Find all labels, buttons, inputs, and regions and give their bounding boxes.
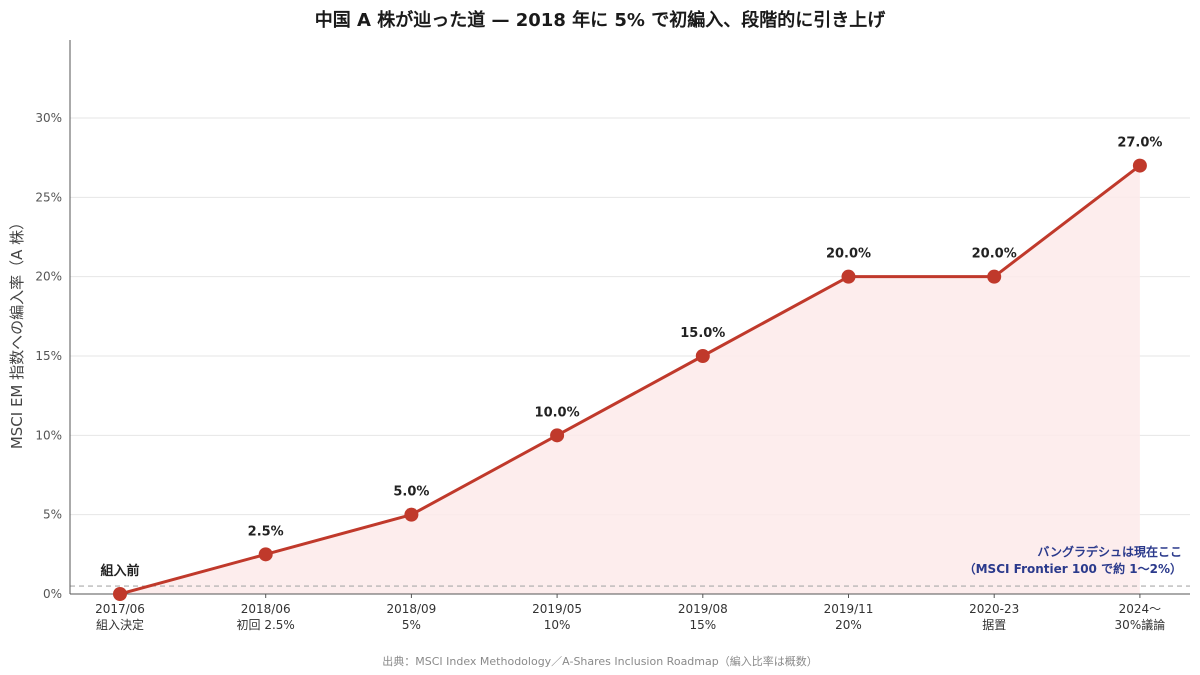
data-label: 10.0% (535, 405, 580, 420)
x-tick-label: 2019/11 (824, 602, 874, 616)
x-tick-sublabel: 5% (402, 618, 421, 632)
data-point (987, 269, 1002, 284)
chart-title: 中国 A 株が辿った道 — 2018 年に 5% で初編入、段階的に引き上げ (314, 10, 886, 31)
data-point (1132, 158, 1147, 173)
data-label: 20.0% (972, 247, 1017, 262)
data-labels: 組入前 2.5% 5.0% 10.0% 15.0% 20.0% 20.0% 27.0% (100, 136, 1162, 579)
data-point (695, 349, 710, 363)
x-tick-sublabel: 初回 2.5% (237, 618, 295, 632)
y-tick-label: 20% (35, 270, 62, 284)
source-note: 出典：MSCI Index Methodology／A-Shares Inclu… (382, 655, 818, 668)
x-tick-label: 2018/09 (386, 602, 436, 616)
x-tick-sublabel: 30%議論 (1115, 617, 1166, 632)
y-tick-label: 30% (35, 111, 62, 125)
y-tick-label: 5% (43, 508, 62, 522)
data-label: 27.0% (1117, 136, 1162, 151)
data-points (113, 158, 1147, 601)
x-tick-label: 2018/06 (241, 602, 291, 616)
x-tick-label: 2020-23 (969, 602, 1019, 616)
data-label: 2.5% (248, 524, 284, 539)
y-tick-label: 0% (43, 587, 62, 601)
data-point (550, 428, 565, 443)
x-tick-sublabel: 据置 (982, 618, 1006, 632)
data-point (113, 587, 127, 601)
y-tick-label: 10% (35, 428, 62, 442)
data-label: 5.0% (393, 485, 429, 500)
x-tick-label: 2019/08 (678, 602, 728, 616)
series-line (119, 164, 1141, 596)
data-point (404, 507, 419, 522)
x-tick-label: 2017/06 (95, 602, 145, 616)
y-tick-labels: 0% 5% 10% 15% 20% 25% 30% (35, 111, 62, 601)
x-tick-sublabel: 組入決定 (96, 617, 144, 632)
x-tick-sublabel: 20% (835, 618, 862, 632)
data-label: 組入前 (100, 563, 139, 579)
data-point (258, 547, 273, 562)
data-label: 20.0% (826, 247, 871, 262)
x-tick-sublabel: 15% (689, 618, 716, 632)
y-axis-label: MSCI EM 指数への編入率（A 株） (8, 215, 26, 449)
reference-note-line1: バングラデシュは現在ここ (1037, 544, 1182, 559)
reference-note-line2: （MSCI Frontier 100 で約 1〜2%） (964, 561, 1182, 576)
x-tick-label: 2019/05 (532, 602, 582, 616)
y-tick-label: 25% (35, 190, 62, 204)
y-tick-label: 15% (35, 349, 62, 363)
data-point (841, 269, 856, 284)
x-tick-label: 2024〜 (1119, 602, 1162, 616)
data-label: 15.0% (680, 326, 725, 341)
area-fill (120, 165, 1140, 594)
x-tick-sublabel: 10% (544, 618, 571, 632)
